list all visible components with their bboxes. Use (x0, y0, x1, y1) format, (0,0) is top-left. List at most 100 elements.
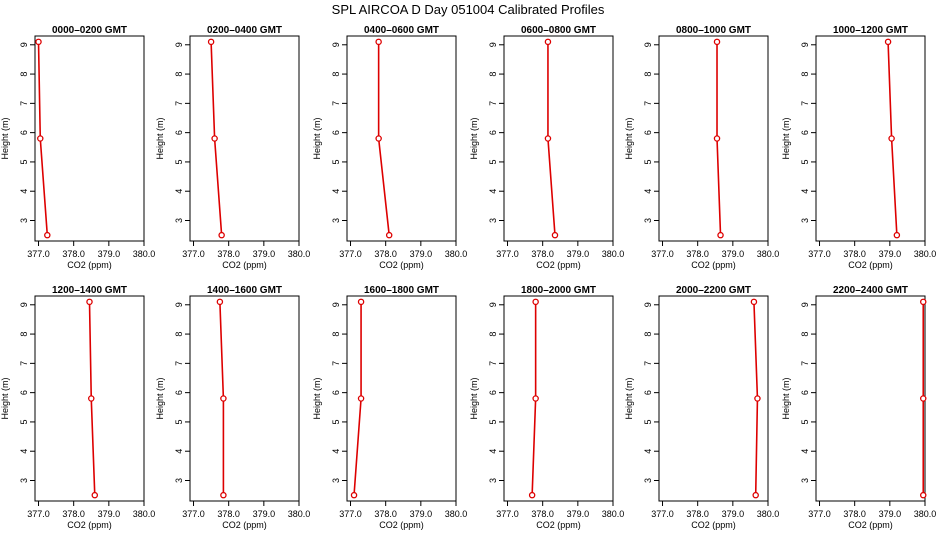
y-tick-label: 5 (19, 419, 29, 424)
profile-point (35, 38, 42, 46)
y-axis-label: Height (m) (312, 117, 322, 159)
x-tick-label: 380.0 (445, 249, 468, 259)
y-tick-label: 6 (19, 390, 29, 395)
x-axis-label: CO2 (ppm) (848, 520, 893, 530)
y-tick-label: 3 (643, 478, 653, 483)
y-tick-label: 9 (331, 302, 341, 307)
profile-point (88, 395, 95, 402)
y-tick-label: 8 (488, 332, 498, 337)
y-tick-label: 9 (800, 302, 810, 307)
y-tick-label: 5 (643, 159, 653, 164)
y-tick-label: 3 (331, 218, 341, 223)
plot-frame (503, 295, 614, 502)
x-tick-label: 378.0 (62, 509, 85, 519)
x-axis-label: CO2 (ppm) (67, 260, 112, 270)
y-tick-label: 6 (643, 130, 653, 135)
panel-7: 1200–1400 GMT 377.0 378.0 379.0 380.0 CO2 (pp… (0, 285, 155, 530)
panel-5: 0800–1000 GMT 377.0 378.0 379.0 380.0 CO2 (pp… (624, 25, 779, 270)
profile-point (375, 135, 382, 142)
panel-8: 1400–1600 GMT 377.0 378.0 379.0 380.0 CO2 (pp… (155, 285, 310, 530)
profile-point (754, 395, 761, 402)
panel-title: 1400–1600 GMT (207, 285, 282, 296)
panel-4: 0600–0800 GMT 377.0 378.0 379.0 380.0 CO2 (pp… (469, 25, 624, 270)
y-tick-label: 9 (174, 302, 184, 307)
y-axis-label: Height (m) (155, 377, 165, 419)
y-tick-label: 4 (19, 449, 29, 454)
x-tick-label: 380.0 (914, 249, 936, 259)
y-tick-label: 5 (174, 159, 184, 164)
profile-point (218, 231, 225, 239)
y-tick-label: 7 (19, 101, 29, 106)
profile-point (528, 491, 536, 499)
x-axis-label: CO2 (ppm) (691, 520, 736, 530)
y-tick-label: 5 (643, 419, 653, 424)
panel-2: 0200–0400 GMT 377.0 378.0 379.0 380.0 CO2 (pp… (155, 25, 310, 270)
y-tick-label: 7 (174, 361, 184, 366)
x-axis-label: CO2 (ppm) (536, 260, 581, 270)
x-tick-label: 378.0 (62, 249, 85, 259)
y-tick-label: 4 (174, 449, 184, 454)
y-tick-label: 7 (800, 101, 810, 106)
x-axis-label: CO2 (ppm) (536, 520, 581, 530)
profile-point (220, 395, 227, 402)
panel-title: 0600–0800 GMT (521, 25, 596, 36)
y-tick-label: 6 (174, 130, 184, 135)
x-tick-label: 377.0 (808, 509, 831, 519)
panel-title: 1000–1200 GMT (833, 25, 908, 36)
x-tick-label: 377.0 (651, 249, 674, 259)
panel-title: 1200–1400 GMT (52, 285, 127, 296)
y-tick-label: 7 (800, 361, 810, 366)
profile-point (385, 231, 393, 239)
y-tick-label: 9 (174, 42, 184, 47)
x-axis-label: CO2 (ppm) (379, 260, 424, 270)
profile-point (91, 491, 99, 499)
x-tick-label: 377.0 (339, 509, 362, 519)
panel-6: 1000–1200 GMT 377.0 378.0 379.0 380.0 CO2 (pp… (781, 25, 936, 270)
y-tick-label: 8 (800, 332, 810, 337)
y-tick-label: 9 (800, 42, 810, 47)
panel-9: 1600–1800 GMT 377.0 378.0 379.0 380.0 CO2 (pp… (312, 285, 467, 530)
x-tick-label: 380.0 (288, 509, 311, 519)
y-tick-label: 9 (19, 42, 29, 47)
panels-grid: 0000–0200 GMT 377.0 378.0 379.0 380.0 CO2 (pp… (0, 25, 936, 530)
x-tick-label: 377.0 (496, 249, 519, 259)
profile-point (357, 395, 365, 402)
y-axis-label: Height (m) (155, 117, 165, 159)
x-tick-label: 377.0 (808, 249, 831, 259)
x-tick-label: 378.0 (217, 509, 240, 519)
y-tick-label: 3 (19, 478, 29, 483)
y-tick-label: 3 (331, 478, 341, 483)
x-tick-label: 377.0 (182, 509, 205, 519)
profile-point (919, 298, 927, 306)
x-tick-label: 379.0 (410, 249, 433, 259)
profile-point (532, 298, 539, 306)
y-tick-label: 4 (643, 449, 653, 454)
panel-11: 2000–2200 GMT 377.0 378.0 379.0 380.0 CO2 (pp… (624, 285, 779, 530)
y-tick-label: 6 (19, 130, 29, 135)
profile-point (893, 231, 901, 239)
x-axis-label: CO2 (ppm) (379, 520, 424, 530)
panel-title: 0000–0200 GMT (52, 25, 127, 36)
y-tick-label: 6 (800, 390, 810, 395)
profile-point (544, 38, 552, 46)
panel-12: 2200–2400 GMT 377.0 378.0 379.0 380.0 CO2 (pp… (781, 285, 936, 530)
x-tick-label: 377.0 (496, 509, 519, 519)
x-tick-label: 380.0 (602, 249, 625, 259)
x-tick-label: 378.0 (843, 509, 866, 519)
y-tick-label: 6 (488, 390, 498, 395)
y-tick-label: 4 (19, 189, 29, 194)
x-axis-label: CO2 (ppm) (691, 260, 736, 270)
x-axis-label: CO2 (ppm) (848, 260, 893, 270)
x-tick-label: 378.0 (686, 509, 709, 519)
y-tick-label: 6 (331, 390, 341, 395)
x-tick-label: 378.0 (531, 509, 554, 519)
panel-title: 0800–1000 GMT (676, 25, 751, 36)
y-axis-label: Height (m) (624, 117, 634, 159)
x-tick-label: 380.0 (757, 249, 780, 259)
y-tick-label: 8 (331, 332, 341, 337)
y-tick-label: 7 (19, 361, 29, 366)
y-tick-label: 3 (174, 478, 184, 483)
x-tick-label: 380.0 (445, 509, 468, 519)
x-tick-label: 378.0 (843, 249, 866, 259)
y-tick-label: 4 (488, 189, 498, 194)
